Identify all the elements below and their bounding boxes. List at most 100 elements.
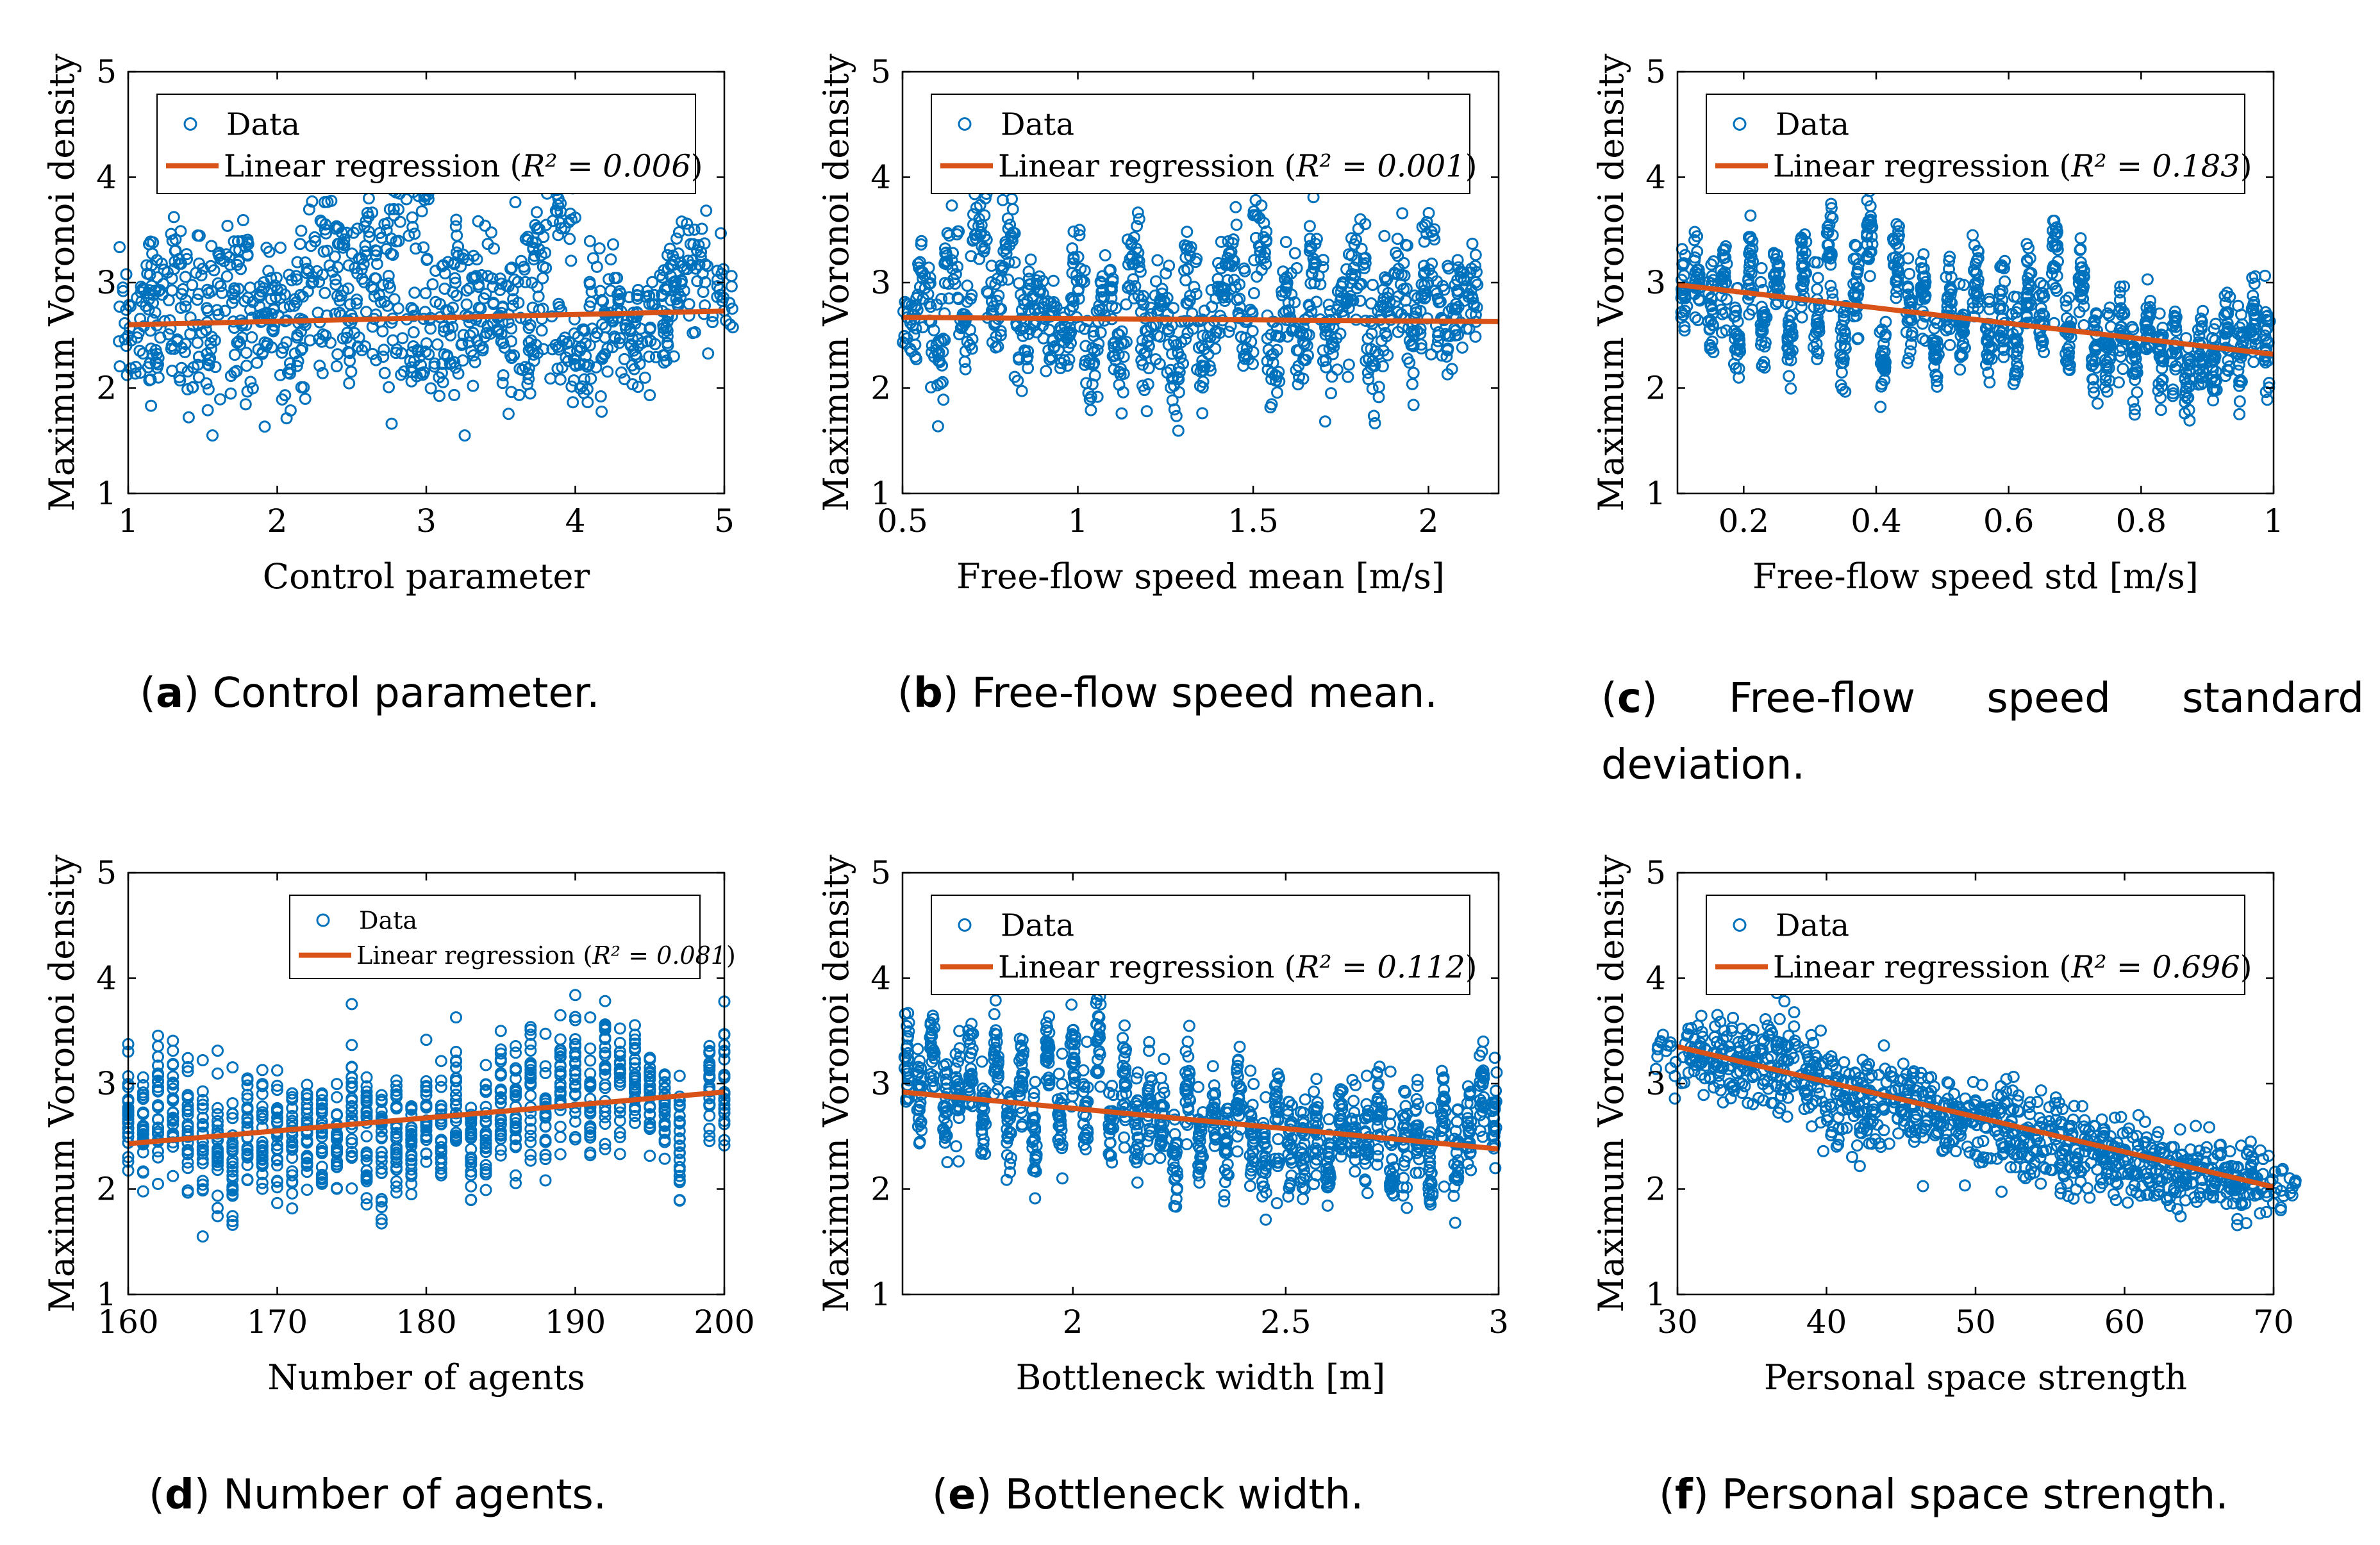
data-column — [1874, 315, 1892, 413]
data-point — [2115, 351, 2127, 363]
data-point — [2061, 358, 2074, 370]
data-point — [658, 283, 671, 295]
data-column — [358, 192, 403, 302]
data-point — [1158, 295, 1170, 307]
data-point — [256, 1064, 269, 1077]
data-point — [1160, 267, 1172, 280]
data-column — [2258, 269, 2276, 406]
data-point — [479, 219, 492, 232]
data-point — [1259, 246, 1271, 259]
data-point — [554, 373, 567, 386]
data-point — [1916, 333, 1929, 345]
data-point — [449, 361, 462, 374]
data-point — [1917, 248, 1930, 261]
data-column — [1219, 201, 1245, 338]
data-point — [1755, 262, 1768, 274]
data-point — [2259, 269, 2272, 282]
data-point — [1396, 207, 1409, 220]
data-point — [670, 293, 683, 306]
data-point — [1073, 229, 1086, 242]
data-point — [1419, 292, 1431, 305]
data-point — [1888, 259, 1901, 272]
data-point — [1044, 351, 1057, 363]
data-point — [172, 252, 185, 265]
data-point — [438, 267, 451, 279]
data-column — [629, 1019, 641, 1129]
data-point — [2011, 341, 2024, 354]
data-point — [219, 304, 231, 317]
data-point — [1167, 302, 1180, 315]
data-point — [658, 326, 670, 339]
data-point — [1180, 297, 1193, 310]
data-point — [1929, 368, 1942, 381]
data-point — [1456, 341, 1469, 354]
data-point — [417, 241, 430, 254]
data-point — [469, 356, 481, 368]
data-column — [673, 1070, 686, 1207]
data-point — [400, 193, 413, 206]
data-point — [1163, 260, 1176, 272]
data-point — [131, 292, 144, 304]
y-tick-label: 2 — [1645, 370, 1666, 407]
data-point — [1096, 270, 1109, 283]
data-point — [329, 278, 342, 291]
data-point — [2126, 342, 2138, 355]
data-point — [360, 306, 372, 318]
data-point — [458, 429, 471, 442]
data-point — [1944, 283, 1957, 295]
data-point — [1465, 262, 1478, 275]
data-point — [1233, 292, 1246, 305]
data-column — [420, 1034, 433, 1168]
data-point — [526, 301, 539, 314]
data-point — [331, 1091, 343, 1103]
data-point — [467, 249, 480, 262]
x-tick-label: 0.8 — [2116, 502, 2167, 540]
data-point — [656, 290, 669, 302]
data-point — [2129, 363, 2142, 376]
data-point — [450, 213, 463, 226]
data-column — [1979, 292, 1998, 389]
data-point — [942, 277, 955, 290]
data-point — [258, 420, 271, 433]
data-point — [1334, 327, 1347, 340]
data-point — [702, 347, 715, 360]
data-point — [1811, 345, 1824, 358]
data-point — [1239, 331, 1252, 344]
data-point — [396, 332, 409, 345]
data-point — [524, 1089, 537, 1102]
data-point — [535, 324, 548, 337]
data-point — [291, 329, 304, 342]
data-point — [140, 300, 152, 313]
data-point — [1426, 257, 1438, 270]
data-point — [1376, 360, 1389, 373]
data-point — [1877, 338, 1890, 350]
y-tick-label: 4 — [1645, 159, 1666, 196]
data-point — [473, 339, 486, 352]
data-point — [297, 290, 309, 303]
data-point — [1890, 237, 1902, 250]
data-point — [1785, 382, 1797, 395]
data-column — [2165, 305, 2183, 402]
data-point — [1902, 288, 1915, 301]
data-point — [544, 372, 557, 385]
data-point — [673, 1153, 686, 1166]
data-point — [941, 255, 954, 268]
data-point — [280, 412, 293, 425]
data-point — [1164, 363, 1177, 376]
data-point — [450, 1011, 462, 1024]
data-point — [305, 277, 318, 290]
data-point — [2025, 267, 2038, 279]
data-point — [1133, 254, 1145, 267]
data-column — [641, 215, 688, 321]
data-point — [703, 1122, 716, 1135]
data-column — [1078, 305, 1105, 417]
data-point — [307, 276, 320, 288]
data-point — [638, 371, 651, 384]
data-point — [688, 223, 701, 236]
data-point — [690, 262, 702, 275]
data-point — [212, 246, 225, 259]
data-point — [2061, 354, 2074, 366]
data-column — [910, 235, 937, 334]
data-point — [586, 322, 599, 335]
